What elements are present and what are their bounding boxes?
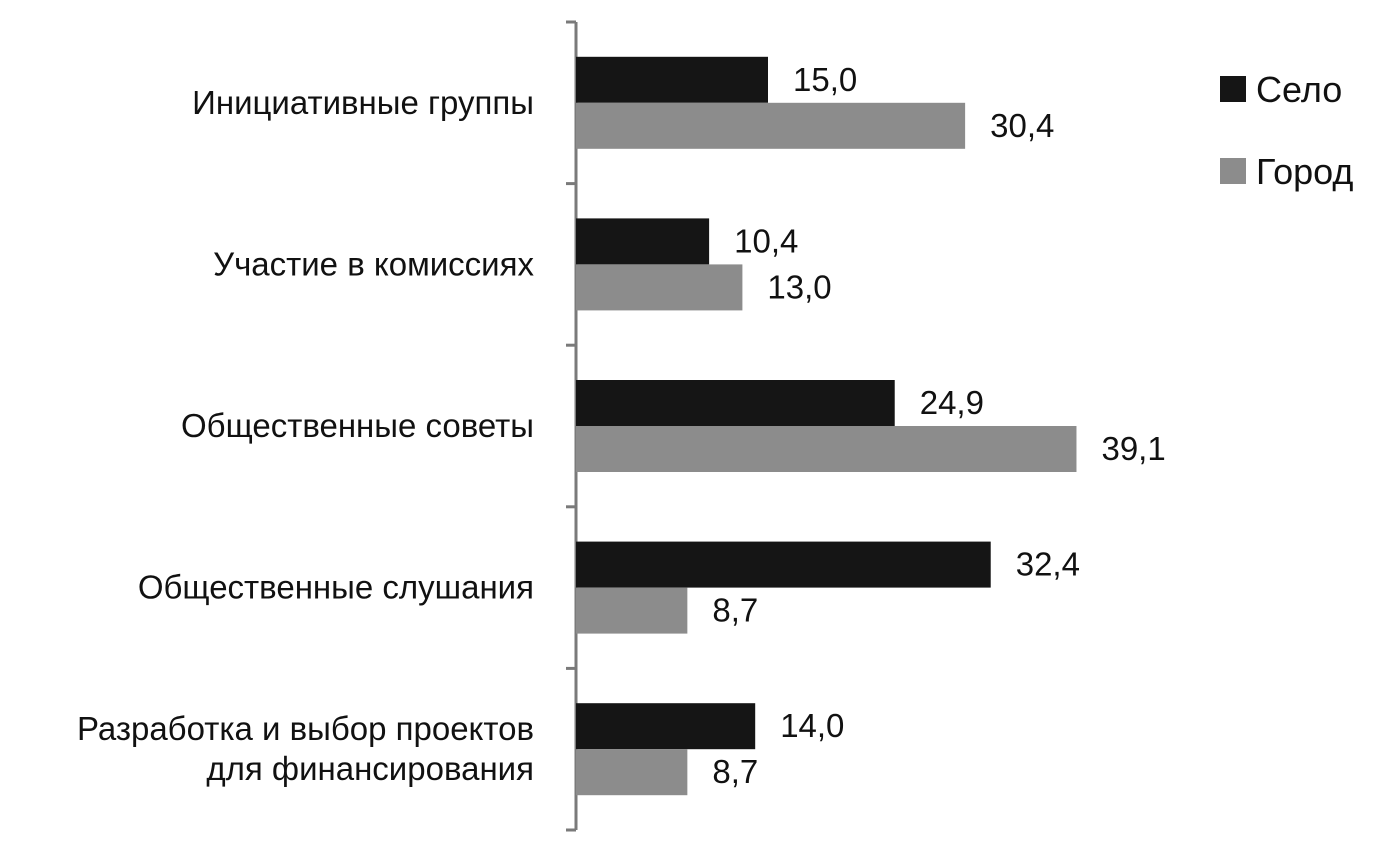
data-label: 30,4 <box>990 107 1054 144</box>
bar-selo <box>576 380 895 426</box>
bar-gorod <box>576 749 688 796</box>
bar-selo <box>576 703 756 750</box>
category-label: Общественные слушания <box>138 569 534 606</box>
legend-label: Город <box>1256 151 1353 192</box>
legend: Село Город <box>1220 69 1353 192</box>
category-label: Участие в комиссиях <box>213 245 534 282</box>
data-label: 32,4 <box>1016 546 1080 583</box>
bar-selo <box>576 218 710 265</box>
bar-gorod <box>576 102 966 149</box>
data-label: 10,4 <box>734 222 798 259</box>
data-label: 8,7 <box>712 592 758 629</box>
data-label: 15,0 <box>793 61 857 98</box>
bars <box>576 56 1077 796</box>
category-label: Общественные советы <box>181 407 534 444</box>
data-label: 24,9 <box>920 384 984 421</box>
bar-selo <box>576 56 768 103</box>
data-label: 39,1 <box>1101 430 1165 467</box>
category-label: Инициативные группы <box>192 84 534 121</box>
category-axis <box>566 20 578 832</box>
bar-gorod <box>576 264 743 311</box>
legend-label: Село <box>1256 69 1342 110</box>
labels: Инициативные группы 15,0 30,4 Участие в ком… <box>77 61 1166 790</box>
legend-swatch <box>1220 76 1246 102</box>
data-label: 8,7 <box>712 753 758 790</box>
data-label: 14,0 <box>780 707 844 744</box>
bar-gorod <box>576 426 1077 472</box>
category-label: Разработка и выбор проектов <box>77 710 534 747</box>
category-label: для финансирования <box>206 750 534 787</box>
bar-gorod <box>576 587 688 634</box>
data-label: 13,0 <box>767 268 831 305</box>
bar-selo <box>576 541 991 588</box>
legend-swatch <box>1220 158 1246 184</box>
